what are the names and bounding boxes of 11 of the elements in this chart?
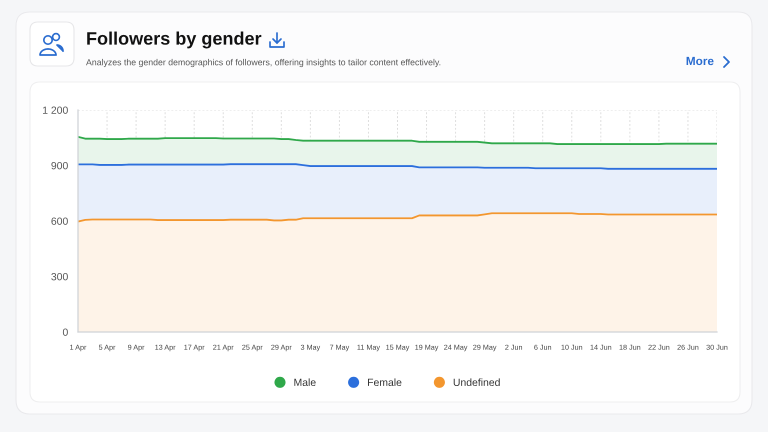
- y-tick-label: 1 200: [43, 106, 68, 114]
- legend-label: Male: [294, 378, 316, 386]
- legend-label: Female: [368, 378, 402, 386]
- legend-label: Undefined: [454, 378, 500, 386]
- y-tick-label: 0: [62, 328, 68, 336]
- y-tick-label: 900: [51, 162, 68, 170]
- text: More: [686, 56, 714, 66]
- chart-title: Followers by gender: [87, 32, 262, 48]
- y-tick-label: 300: [51, 273, 68, 280]
- chart-subtitle: Analyzes the gender demographics of followers, offering insights to tailor content effectively.: [86, 58, 440, 68]
- y-tick-label: 600: [51, 218, 68, 225]
